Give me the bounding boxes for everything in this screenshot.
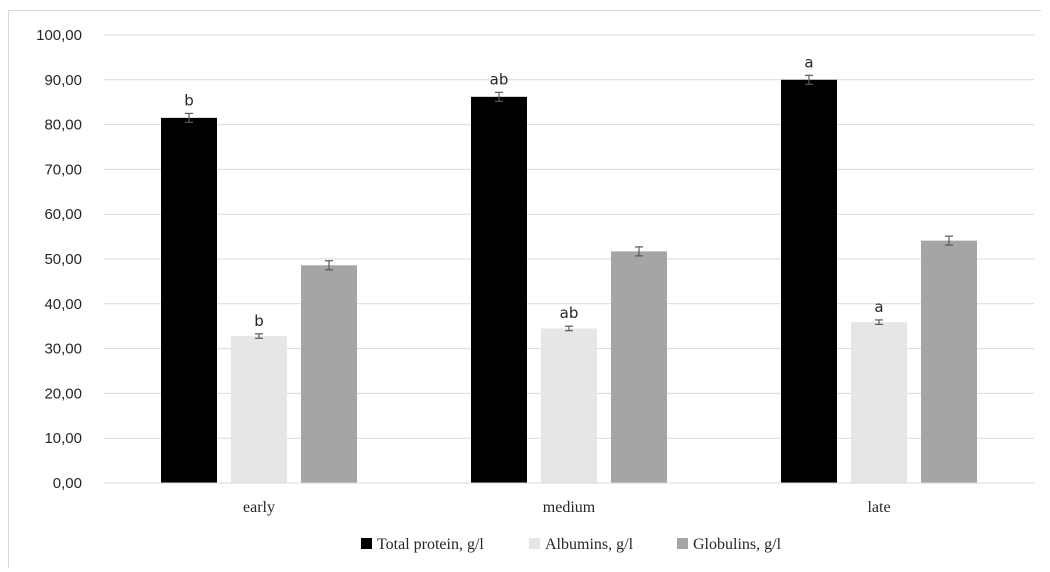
bar bbox=[851, 322, 907, 483]
data-label: a bbox=[804, 53, 813, 71]
legend-swatch bbox=[529, 538, 540, 549]
y-tick-label: 50,00 bbox=[44, 251, 82, 268]
x-tick-label: medium bbox=[543, 499, 596, 516]
y-tick-label: 40,00 bbox=[44, 296, 82, 313]
y-tick-label: 90,00 bbox=[44, 72, 82, 89]
bar bbox=[921, 240, 977, 483]
y-tick-label: 0,00 bbox=[53, 475, 82, 492]
bar bbox=[611, 251, 667, 483]
bar bbox=[541, 328, 597, 483]
bar bbox=[231, 336, 287, 483]
bar bbox=[161, 117, 217, 483]
y-tick-label: 60,00 bbox=[44, 206, 82, 223]
x-tick-label: early bbox=[243, 499, 275, 516]
legend-label: Albumins, g/l bbox=[545, 536, 634, 553]
legend-swatch bbox=[361, 538, 372, 549]
bar bbox=[471, 96, 527, 483]
legend-swatch bbox=[677, 538, 688, 549]
y-tick-label: 70,00 bbox=[44, 161, 82, 178]
y-tick-label: 100,00 bbox=[36, 27, 82, 44]
y-tick-label: 80,00 bbox=[44, 117, 82, 134]
data-label: b bbox=[254, 312, 264, 330]
x-tick-label: late bbox=[867, 499, 890, 516]
data-label: a bbox=[874, 298, 883, 316]
data-label: b bbox=[184, 91, 194, 109]
y-tick-label: 30,00 bbox=[44, 341, 82, 358]
y-tick-label: 10,00 bbox=[44, 430, 82, 447]
y-tick-label: 20,00 bbox=[44, 385, 82, 402]
bar bbox=[301, 265, 357, 483]
data-label: ab bbox=[560, 304, 579, 322]
legend-label: Globulins, g/l bbox=[693, 536, 782, 553]
legend-label: Total protein, g/l bbox=[377, 536, 484, 553]
bar bbox=[781, 79, 837, 484]
data-label: ab bbox=[490, 70, 509, 88]
